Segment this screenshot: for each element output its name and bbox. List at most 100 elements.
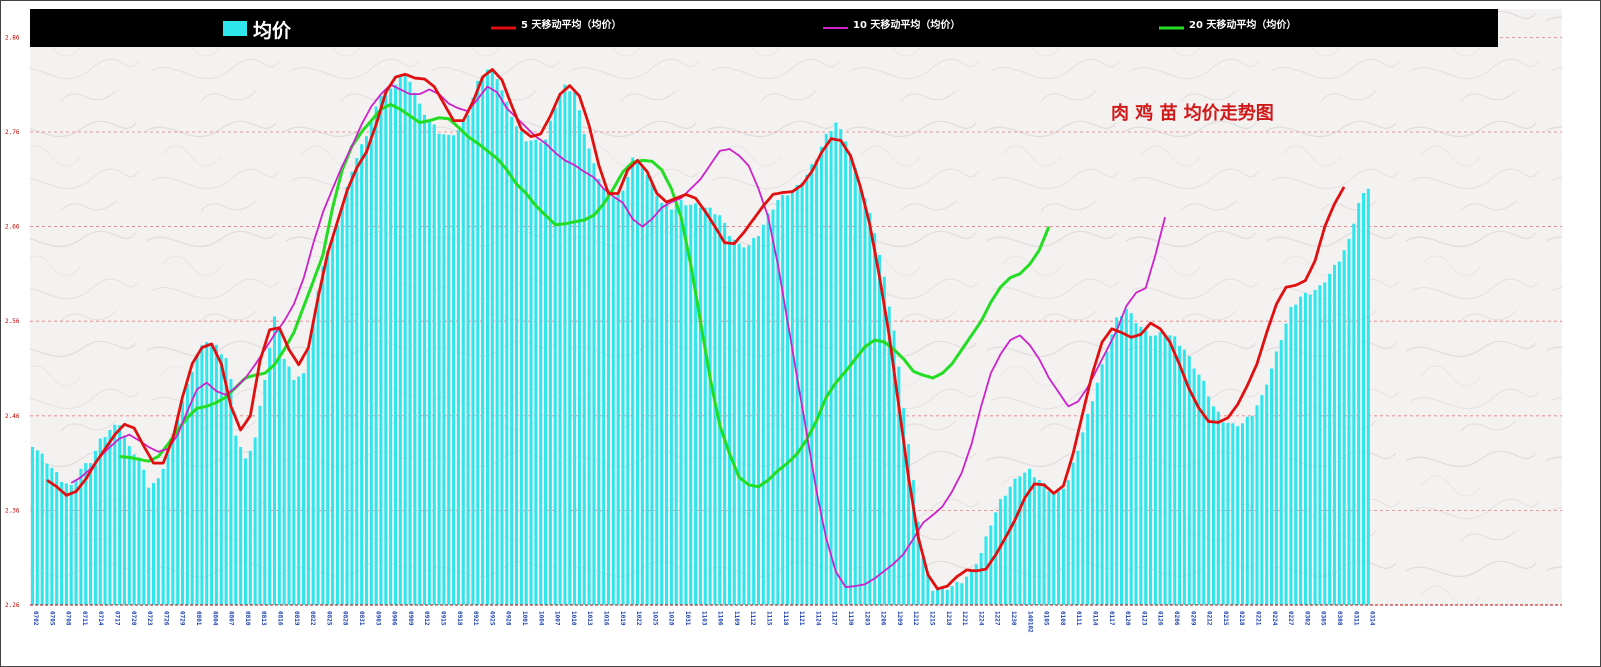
x-tick-label: 0810: [244, 611, 251, 626]
bar: [931, 590, 935, 605]
bar: [500, 90, 504, 606]
bar: [824, 133, 828, 605]
bar: [626, 176, 630, 605]
x-tick-label: 0120: [1124, 611, 1131, 626]
bar: [960, 583, 964, 605]
x-tick-label: 0302: [1303, 611, 1310, 626]
bar: [98, 438, 102, 605]
bar: [258, 405, 262, 605]
bar: [132, 454, 136, 605]
bar: [1337, 261, 1341, 605]
bar: [321, 266, 325, 605]
bar: [360, 144, 364, 606]
x-tick-label: 0114: [1092, 611, 1099, 626]
bar: [539, 142, 543, 605]
x-tick-label: 0708: [65, 611, 72, 626]
bar: [476, 80, 480, 605]
bar: [1052, 491, 1056, 605]
y-tick-label: 2.86: [5, 34, 20, 41]
x-tick-label: 0305: [1320, 611, 1327, 626]
bar: [384, 92, 388, 605]
x-tick-label: 1127: [831, 611, 838, 626]
ma20-line: [119, 103, 1051, 489]
bar: [1357, 202, 1361, 605]
bar: [669, 209, 673, 606]
bar: [45, 463, 49, 605]
x-tick-label: 1224: [977, 611, 984, 626]
bar: [1294, 304, 1298, 605]
bar: [1270, 368, 1274, 605]
bar: [819, 146, 823, 605]
bar: [263, 379, 267, 605]
bar: [243, 458, 247, 605]
bar: [64, 483, 68, 605]
bar: [544, 139, 548, 606]
bar: [713, 214, 717, 606]
bar: [665, 203, 669, 605]
legend-label-ma20: 20 天移动平均（均价）: [1189, 18, 1296, 31]
bar: [1003, 495, 1007, 605]
bar: [1284, 323, 1288, 605]
bar: [35, 450, 39, 605]
bar: [1081, 432, 1085, 605]
bar: [1332, 264, 1336, 605]
x-tick-label: 0227: [1287, 611, 1294, 626]
bar: [1100, 364, 1104, 605]
bar: [113, 424, 117, 605]
bar: [815, 159, 819, 605]
x-tick-label: 0311: [1352, 611, 1359, 626]
x-tick-label: 1218: [945, 611, 952, 626]
bar: [655, 195, 659, 606]
bar: [394, 84, 397, 605]
bar: [335, 225, 339, 605]
bar: [829, 131, 833, 606]
x-tick-label: 140102: [1026, 611, 1033, 633]
bar: [437, 133, 441, 605]
bar: [471, 97, 475, 605]
bar: [1163, 334, 1167, 605]
bar: [171, 433, 175, 605]
bar: [902, 408, 906, 605]
x-tick-label: 0825: [325, 611, 332, 626]
bar: [911, 480, 915, 605]
bar: [156, 478, 160, 605]
legend-label-ma5: 5 天移动平均（均价）: [521, 18, 621, 31]
bar: [606, 190, 610, 605]
bar: [277, 326, 281, 605]
chart-title: 肉 鸡 苗 均价走势图: [1111, 102, 1274, 124]
x-tick-label: 0807: [228, 611, 235, 626]
bar: [718, 215, 722, 605]
bar: [1134, 323, 1138, 605]
x-tick-label: 0308: [1336, 611, 1343, 626]
bar: [1211, 406, 1215, 605]
bar: [582, 133, 586, 605]
bar: [868, 212, 872, 605]
bar: [1066, 480, 1070, 605]
bar: [1090, 401, 1094, 605]
bar: [969, 569, 973, 605]
x-tick-label: 0822: [309, 611, 316, 626]
x-tick-label: 0801: [195, 611, 202, 626]
bar: [93, 450, 97, 605]
bar: [253, 437, 257, 605]
bar: [974, 564, 978, 605]
bar: [214, 344, 218, 605]
x-tick-label: 0711: [81, 611, 88, 626]
x-tick-label: 0906: [391, 611, 398, 626]
bar: [1318, 285, 1322, 605]
bar: [485, 69, 489, 606]
bar: [1008, 486, 1012, 605]
bar: [1216, 411, 1220, 605]
bar: [185, 383, 189, 605]
bar: [152, 482, 155, 605]
bar: [936, 589, 940, 605]
bar: [524, 141, 528, 605]
legend-swatch-bar: [223, 21, 247, 36]
bar: [229, 378, 233, 605]
bar: [456, 130, 460, 606]
bar: [1129, 313, 1133, 605]
bar: [1202, 380, 1206, 605]
x-tick-label: 0921: [472, 611, 479, 626]
bar: [1013, 478, 1017, 605]
bar: [863, 198, 867, 605]
